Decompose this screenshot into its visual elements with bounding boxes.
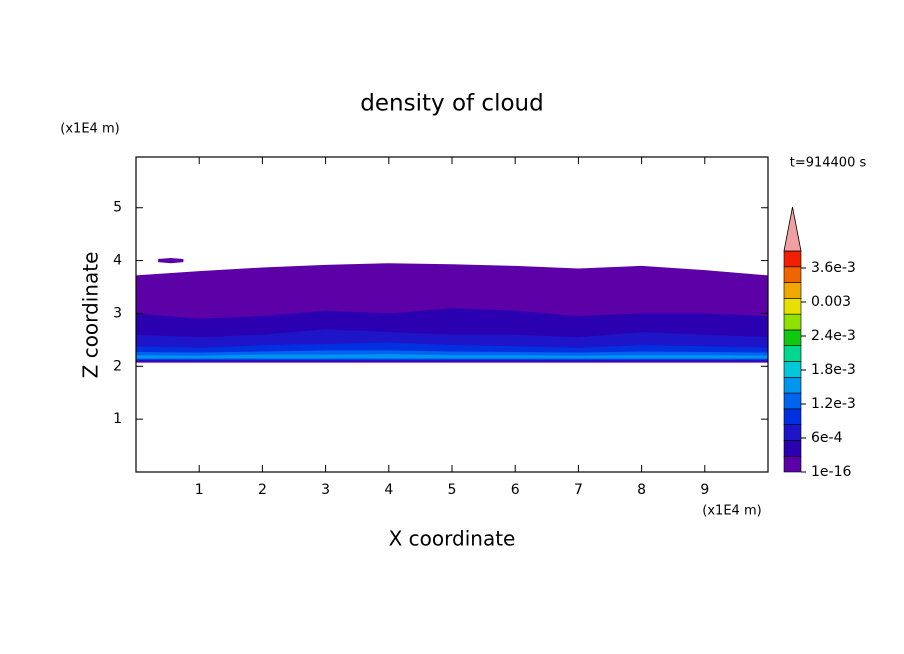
colorbar-box [783,313,802,331]
y-tick-label: 4 [113,253,122,269]
colorbar-box [783,440,802,457]
x-tick-label: 8 [637,482,646,498]
y-unit: (x1E4 m) [60,122,119,137]
x-label: X coordinate [389,527,516,551]
colorbar-box [783,329,802,347]
x-tick-label: 7 [574,482,583,498]
x-tick-label: 5 [448,482,457,498]
colorbar-label: 1e-16 [811,464,851,480]
colorbar-box [783,345,802,362]
contour-region [158,257,184,264]
colorbar-box [783,361,802,378]
y-tick-label: 3 [113,305,122,321]
x-tick-label: 6 [511,482,520,498]
colorbar-box [783,392,802,410]
y-tick-label: 2 [113,358,122,374]
x-tick-label: 2 [258,482,267,498]
colorbar-box [783,298,802,315]
x-tick-label: 4 [384,482,393,498]
y-label: Z coordinate [79,252,103,379]
colorbar-box [783,250,802,268]
colorbar-box [783,424,802,441]
colorbar-box [783,455,802,473]
y-tick-label: 5 [113,200,122,216]
x-tick-label: 3 [321,482,330,498]
x-tick-label: 9 [700,482,709,498]
y-tick-label: 1 [113,411,122,427]
x-tick-label: 1 [195,482,204,498]
colorbar-label: 3.6e-3 [811,260,856,276]
chart-title: density of cloud [360,91,543,117]
colorbar-box [783,282,802,299]
colorbar-label: 6e-4 [811,430,843,446]
time-label: t=914400 s [790,156,867,171]
contour-region [136,354,768,359]
colorbar-box [783,408,802,425]
x-unit: (x1E4 m) [702,504,761,519]
colorbar-box [783,266,802,283]
colorbar-label: 1.2e-3 [811,396,856,412]
colorbar-label: 1.8e-3 [811,362,856,378]
colorbar-label: 2.4e-3 [811,328,856,344]
colorbar-label: 0.003 [811,294,851,310]
colorbar-over [783,206,802,252]
colorbar-box [783,376,802,394]
